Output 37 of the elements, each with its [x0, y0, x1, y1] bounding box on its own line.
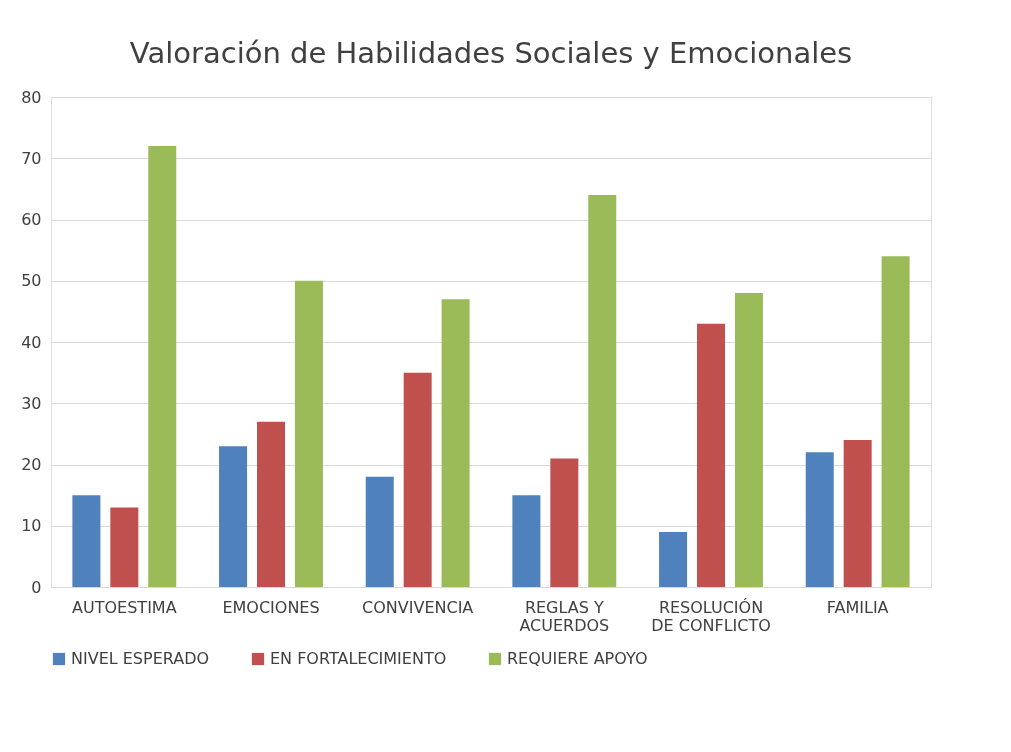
y-tick-label: 20 — [21, 455, 42, 474]
x-tick-label: AUTOESTIMA — [72, 597, 177, 617]
bar — [403, 372, 432, 587]
bar — [294, 280, 323, 587]
x-tick-label: REGLAS Y ACUERDOS — [519, 597, 610, 635]
y-tick-label: 40 — [21, 332, 42, 352]
bar — [881, 256, 910, 587]
y-tick-label: 30 — [21, 393, 42, 413]
bar — [843, 440, 872, 587]
y-tick-label: 10 — [21, 516, 42, 536]
bar — [148, 146, 177, 587]
bar — [588, 195, 617, 587]
bar — [219, 446, 248, 587]
bar — [550, 458, 579, 587]
chart-title: Valoración de Habilidades Sociales y Emocionales — [129, 36, 853, 70]
y-tick-label: 50 — [21, 271, 42, 291]
y-tick-label: 0 — [31, 577, 42, 597]
bar — [257, 421, 285, 587]
bar — [110, 507, 139, 587]
bar — [512, 495, 541, 587]
bar — [365, 476, 394, 587]
legend-label: EN FORTALECIMIENTO — [270, 649, 447, 668]
y-tick-label: 60 — [21, 210, 42, 229]
legend-label: REQUIERE APOYO — [507, 649, 648, 668]
bar — [441, 299, 470, 587]
y-tick-label: 70 — [21, 148, 42, 168]
x-tick-label: FAMILIA — [826, 597, 889, 617]
bar — [72, 495, 101, 587]
legend-label: NIVEL ESPERADO — [71, 649, 210, 668]
y-tick-label: 80 — [21, 87, 42, 107]
bar — [805, 452, 834, 587]
bar — [697, 323, 725, 587]
bar — [659, 531, 688, 587]
x-tick-label: RESOLUCIÓN DE CONFLICTO — [651, 597, 771, 635]
bar — [734, 293, 763, 587]
x-tick-label: EMOCIONES — [222, 597, 320, 617]
x-tick-label: CONVIVENCIA — [362, 597, 474, 617]
